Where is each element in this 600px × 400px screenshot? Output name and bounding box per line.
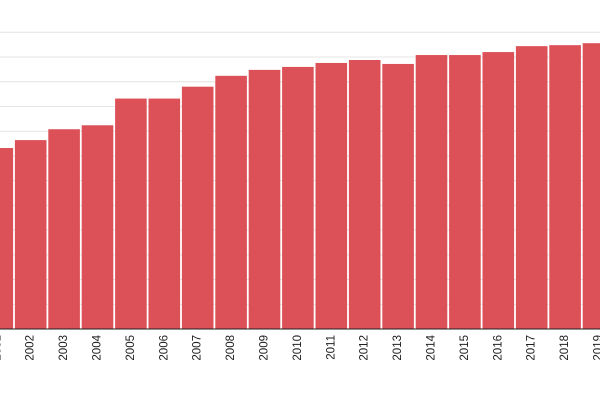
bar-2005 [115, 98, 147, 329]
bar-2015 [449, 55, 481, 330]
x-tick-label: 2010 [292, 335, 304, 361]
x-tick-label: 2017 [526, 335, 538, 361]
x-tick-label: 2006 [158, 335, 170, 361]
x-tick-labels: 2001 2002 2003 2004 2005 2006 2007 2008 2009 2010… [0, 334, 600, 360]
x-tick-label: 2004 [92, 334, 104, 360]
x-tick-label: 2005 [125, 335, 137, 361]
x-tick-label: 2016 [492, 335, 504, 361]
x-tick-label: 2015 [459, 335, 471, 361]
bar-2012 [348, 59, 381, 329]
x-tick-label: 2011 [325, 335, 337, 360]
x-tick-label: 2019 [593, 335, 600, 361]
bar-2006 [148, 98, 181, 329]
x-tick-label: 2018 [559, 335, 571, 361]
bar-2017 [515, 46, 548, 330]
bar-2002 [14, 140, 47, 329]
bar-2001 [0, 148, 14, 329]
x-tick-label: 2001 [0, 335, 3, 361]
bar-2008 [215, 75, 247, 329]
bar-2011 [315, 62, 348, 330]
x-tick-label: 2008 [225, 335, 237, 361]
x-tick-label: 2007 [192, 335, 204, 361]
bar-2014 [415, 55, 448, 330]
bar-2016 [482, 52, 515, 330]
x-tick-label: 2002 [25, 335, 37, 361]
bar-2013 [382, 63, 414, 329]
x-tick-label: 2014 [426, 334, 438, 360]
x-tick-label: 2013 [392, 335, 404, 361]
bar-2010 [282, 66, 314, 329]
bar-2018 [549, 45, 581, 329]
x-tick-label: 2012 [359, 335, 371, 361]
bar-2004 [81, 125, 114, 330]
bar-2003 [48, 129, 80, 329]
bars [0, 43, 600, 330]
bar-2007 [181, 86, 214, 329]
bar-2019 [582, 43, 600, 329]
x-tick-label: 2003 [58, 335, 70, 361]
x-tick-label: 2009 [259, 335, 271, 361]
bar-2009 [248, 69, 281, 329]
